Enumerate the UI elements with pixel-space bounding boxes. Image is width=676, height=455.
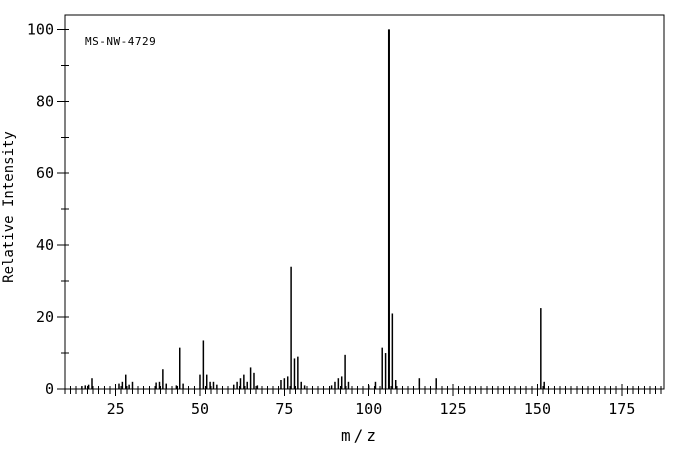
spectrum-peaks	[81, 29, 545, 389]
plot-border	[64, 14, 665, 390]
x-tick-labels: 25 50 75 100 125 150 175	[107, 400, 636, 418]
x-axis-minor-ticks	[64, 386, 662, 394]
y-tick-label: 40	[36, 236, 54, 254]
y-axis-minor-ticks	[61, 64, 69, 354]
y-axis-major-ticks	[57, 28, 69, 390]
y-tick-label: 60	[36, 164, 54, 182]
y-tick-labels: 0 20 40 60 80 100	[27, 20, 54, 398]
x-tick-label: 125	[440, 400, 467, 418]
x-tick-label: 50	[191, 400, 209, 418]
x-tick-label: 150	[524, 400, 551, 418]
y-tick-label: 0	[45, 380, 54, 398]
y-tick-label: 100	[27, 20, 54, 38]
x-tick-label: 75	[275, 400, 293, 418]
x-tick-label: 100	[355, 400, 382, 418]
y-tick-label: 20	[36, 308, 54, 326]
y-axis-title: Relative Intensity	[1, 131, 17, 283]
x-axis-title: m/z	[341, 426, 379, 445]
spectrum-id-label: MS-NW-4729	[85, 35, 157, 48]
y-tick-label: 80	[36, 92, 54, 110]
x-tick-label: 175	[608, 400, 635, 418]
x-tick-label: 25	[107, 400, 125, 418]
